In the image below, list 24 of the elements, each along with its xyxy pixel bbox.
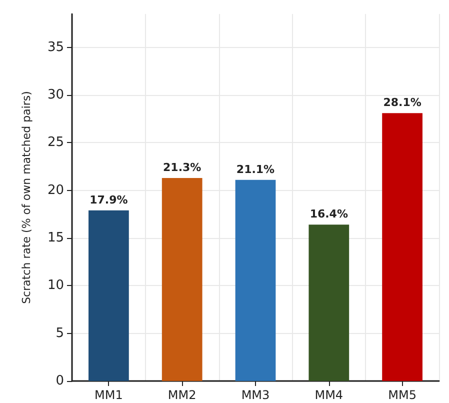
y-tick-label: 10 <box>47 278 64 294</box>
data-label: 21.3% <box>163 160 202 174</box>
x-tick-label: MM2 <box>168 388 196 402</box>
y-tick-label: 25 <box>47 135 64 150</box>
data-label: 16.4% <box>310 208 348 221</box>
data-label: 17.9% <box>90 193 128 206</box>
y-tick-label: 15 <box>47 230 64 246</box>
bar <box>162 178 202 381</box>
data-label: 28.1% <box>383 96 422 110</box>
data-label: 21.1% <box>236 162 275 176</box>
y-tick-label: 0 <box>56 374 64 388</box>
x-tick-label: MM3 <box>241 388 270 402</box>
y-tick-label: 20 <box>47 182 64 198</box>
y-tick-label: 30 <box>47 88 64 103</box>
bar <box>88 210 129 381</box>
x-tick-label: MM5 <box>388 388 416 402</box>
y-axis-title: Scratch rate (% of own matched pairs) <box>20 91 33 304</box>
x-tick-label: MM4 <box>314 388 344 402</box>
y-tick-label: 35 <box>47 40 64 55</box>
x-tick-label: MM1 <box>94 388 123 402</box>
bar <box>382 113 422 381</box>
bar <box>308 224 350 381</box>
bar <box>235 180 276 381</box>
y-tick-label: 5 <box>56 326 64 341</box>
